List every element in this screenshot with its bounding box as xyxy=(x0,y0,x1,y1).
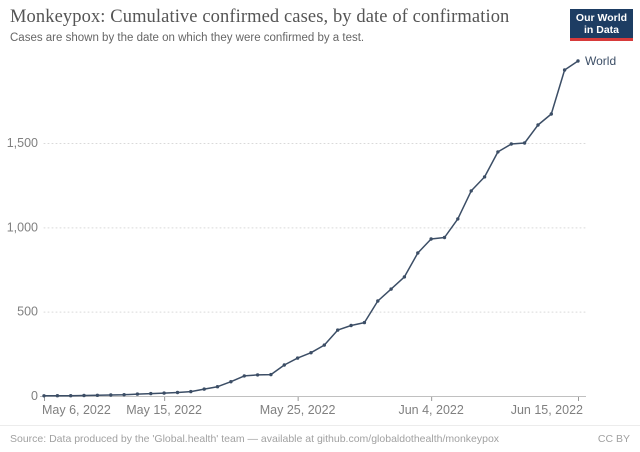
license-badge[interactable]: CC BY xyxy=(597,433,630,445)
data-point-marker xyxy=(135,392,140,396)
data-point-marker xyxy=(282,363,286,367)
data-point-marker xyxy=(349,323,353,328)
data-point-marker xyxy=(482,175,487,179)
page-title: Monkeypox: Cumulative confirmed cases, b… xyxy=(10,7,510,27)
data-point-marker xyxy=(416,251,420,255)
data-point-marker xyxy=(189,389,193,394)
data-point-marker xyxy=(255,373,260,377)
data-point-marker xyxy=(549,112,553,116)
data-point-marker xyxy=(456,217,460,221)
data-point-marker xyxy=(309,351,313,355)
chart-header: Monkeypox: Cumulative confirmed cases, b… xyxy=(10,6,555,46)
chart-footer: Source: Data produced by the 'Global.hea… xyxy=(0,425,640,452)
data-point-marker xyxy=(442,235,447,240)
data-point-marker xyxy=(202,387,206,391)
x-axis-tick-label: Jun 15, 2022 xyxy=(511,403,583,417)
data-point-marker xyxy=(82,393,86,398)
data-point-marker xyxy=(562,68,567,72)
data-point-marker xyxy=(389,287,393,291)
chart-subtitle: Cases are shown by the date on which the… xyxy=(10,32,365,45)
x-axis-tick-label: May 15, 2022 xyxy=(126,403,202,417)
data-point-marker xyxy=(269,372,273,377)
data-point-marker xyxy=(55,394,60,398)
data-point-marker xyxy=(215,385,220,389)
data-point-marker xyxy=(149,391,153,396)
data-point-marker xyxy=(509,142,513,146)
data-point-marker xyxy=(122,393,126,397)
data-point-marker xyxy=(402,275,407,279)
x-axis-tick-label: May 6, 2022 xyxy=(42,403,111,417)
data-point-marker xyxy=(496,150,500,154)
data-point-marker xyxy=(42,394,46,398)
data-point-marker xyxy=(376,299,380,303)
series-end-label: World xyxy=(585,54,616,68)
data-point-marker xyxy=(175,390,180,395)
data-point-marker xyxy=(336,328,340,332)
data-point-marker xyxy=(95,393,100,397)
data-point-marker xyxy=(109,393,113,397)
y-axis-tick-label: 1,000 xyxy=(7,220,38,234)
data-point-marker xyxy=(295,356,300,360)
x-axis-tick-label: May 25, 2022 xyxy=(260,403,336,417)
data-point-marker xyxy=(429,237,433,241)
data-point-marker xyxy=(522,141,527,145)
y-axis-tick-label: 0 xyxy=(31,389,38,403)
data-point-marker xyxy=(242,374,246,378)
data-point-marker xyxy=(322,343,326,347)
data-point-marker xyxy=(229,380,233,384)
y-axis-tick-label: 1,500 xyxy=(7,136,38,150)
data-point-marker xyxy=(362,320,367,325)
data-point-marker xyxy=(536,123,540,127)
data-point-marker xyxy=(69,394,73,398)
source-note: Source: Data produced by the 'Global.hea… xyxy=(10,433,500,445)
y-axis-tick-label: 500 xyxy=(17,305,38,319)
world-series-line xyxy=(43,60,579,397)
data-point-marker xyxy=(162,391,166,395)
x-axis-tick-label: Jun 4, 2022 xyxy=(398,403,463,417)
data-point-marker xyxy=(576,59,580,63)
data-point-marker xyxy=(469,189,473,193)
